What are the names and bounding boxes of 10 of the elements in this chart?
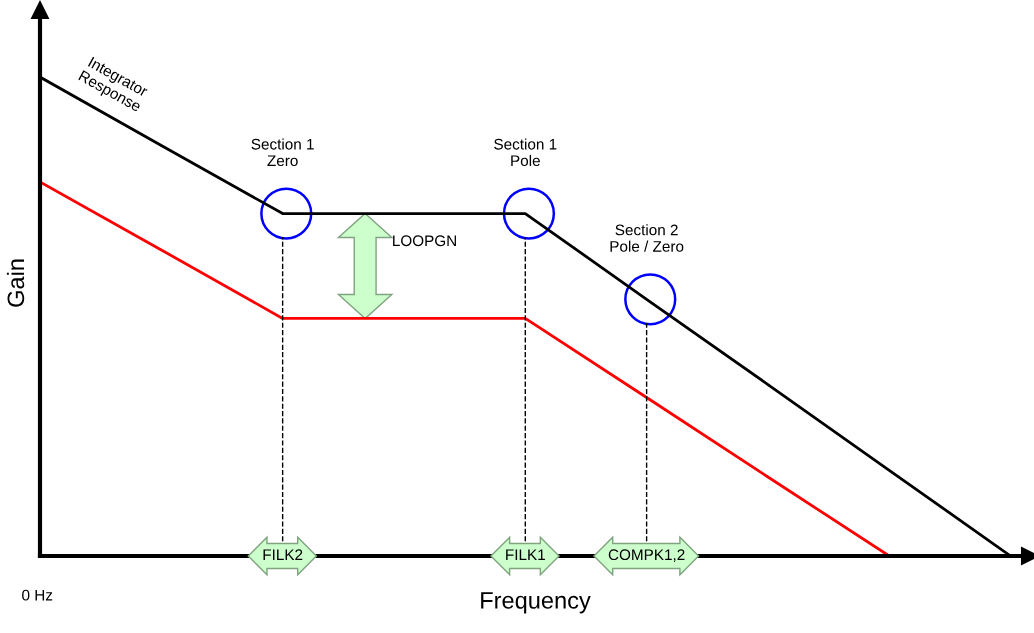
annotation: Section 2 Pole / Zero	[610, 224, 684, 252]
text: 0 Hz	[22, 589, 53, 601]
annotation: Section 1 Pole	[494, 138, 557, 167]
annotation: Section 1 Zero	[251, 138, 314, 167]
annotation: FILK1	[506, 549, 545, 560]
x-axis-title: Frequency	[481, 592, 591, 614]
annotation: LOOPGN	[393, 235, 456, 247]
annotation: FILK2	[263, 549, 303, 560]
annotation: COMPK1,2	[608, 549, 685, 562]
y-axis-title: Gain	[6, 259, 25, 307]
